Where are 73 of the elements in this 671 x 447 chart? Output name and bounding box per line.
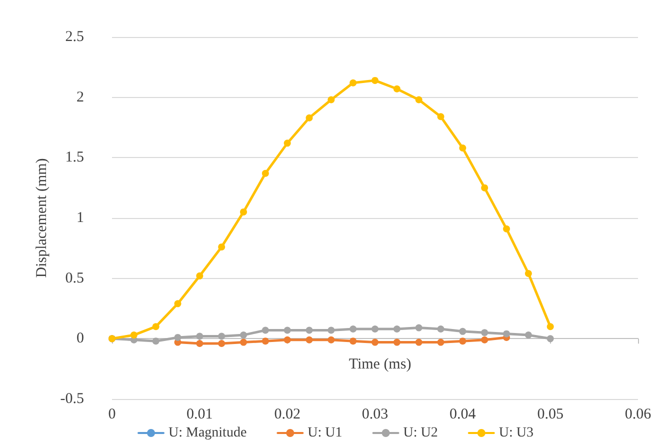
y-tick-label: 1.5 [65, 150, 84, 166]
point [437, 326, 444, 333]
point [196, 272, 204, 280]
point [415, 324, 422, 332]
point [262, 326, 269, 334]
x-tick-label: 0.06 [624, 406, 652, 422]
x-tick-label: 0.03 [362, 406, 388, 422]
point [328, 326, 335, 334]
x-axis-title: Time (ms) [348, 356, 412, 372]
point [284, 140, 291, 147]
point [437, 338, 444, 346]
point [503, 225, 510, 232]
x-tick-label: 0.01 [186, 406, 213, 422]
point [306, 114, 313, 122]
legend-label: U: Magnitude [168, 426, 247, 440]
point [350, 338, 357, 345]
y-axis-title: Displacement (mm) [34, 158, 50, 278]
y-tick-label: 1 [76, 210, 84, 226]
point [328, 96, 335, 104]
y-tick-label: 0.5 [65, 270, 84, 286]
point [218, 332, 226, 340]
point [415, 338, 422, 346]
x-tick-label: 0 [108, 406, 116, 422]
point [459, 144, 466, 152]
y-tick-label: 2 [76, 89, 84, 106]
point [262, 170, 269, 177]
point [393, 326, 400, 333]
point [372, 338, 378, 346]
point [524, 270, 532, 278]
y-tick-label: 0 [76, 330, 84, 347]
y-tick-label: 2.5 [65, 29, 84, 45]
x-tick-label: 0.02 [274, 406, 300, 422]
point [437, 113, 444, 120]
point [481, 336, 488, 344]
legend-label: U: U1 [308, 426, 342, 440]
point [240, 208, 247, 216]
point [218, 243, 226, 250]
point [306, 326, 313, 334]
point [481, 329, 488, 336]
point [546, 335, 554, 342]
point [459, 338, 466, 345]
point [372, 76, 378, 84]
point [262, 338, 269, 345]
point [174, 334, 182, 341]
point [130, 332, 138, 339]
point [503, 330, 510, 338]
point [240, 332, 247, 339]
point [196, 332, 204, 340]
point [415, 96, 422, 104]
x-tick-label: 0.05 [537, 406, 564, 422]
x-tick-label: 0.04 [450, 406, 476, 422]
point [350, 326, 357, 333]
point [372, 326, 378, 333]
point [393, 85, 400, 92]
y-tick-label: -0.5 [60, 391, 84, 407]
point [284, 336, 291, 344]
point [152, 323, 160, 330]
point [524, 332, 532, 339]
legend-label: U: U2 [403, 426, 438, 440]
point [459, 328, 466, 335]
point [481, 184, 488, 192]
point [284, 326, 291, 334]
legend-label: U: U3 [498, 426, 534, 440]
point [152, 338, 160, 345]
point [218, 340, 226, 347]
point [393, 338, 400, 346]
point [196, 340, 204, 347]
point [350, 79, 357, 86]
point [328, 336, 335, 344]
point [240, 338, 247, 346]
point [546, 323, 554, 330]
point [306, 336, 313, 344]
point [174, 300, 182, 308]
